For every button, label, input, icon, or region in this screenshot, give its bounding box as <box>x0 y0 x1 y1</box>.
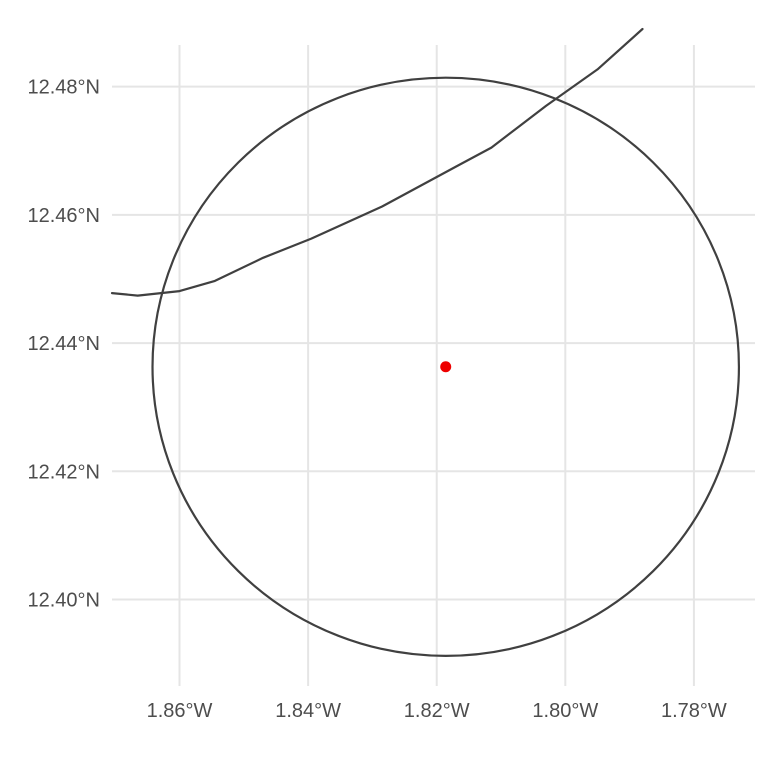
y-tick-label-3: 12.42°N <box>28 461 101 483</box>
y-tick-label-2: 12.44°N <box>28 333 101 355</box>
buffer-circle <box>151 76 741 657</box>
y-tick-label-0: 12.48°N <box>28 77 101 99</box>
y-tick-label-4: 12.40°N <box>28 589 101 611</box>
x-tick-label-1: 1.84°W <box>275 700 341 722</box>
x-tick-label-2: 1.82°W <box>404 700 470 722</box>
x-tick-label-3: 1.80°W <box>532 700 598 722</box>
boundary-line <box>110 27 644 297</box>
center-point <box>440 361 452 373</box>
map-features <box>110 27 741 657</box>
gridlines <box>112 45 755 686</box>
y-tick-label-1: 12.46°N <box>28 205 101 227</box>
x-tick-label-4: 1.78°W <box>661 700 727 722</box>
x-tick-label-0: 1.86°W <box>147 700 213 722</box>
tick-labels: 1.86°W 1.84°W 1.82°W 1.80°W 1.78°W 12.48°N 12.… <box>28 77 727 722</box>
